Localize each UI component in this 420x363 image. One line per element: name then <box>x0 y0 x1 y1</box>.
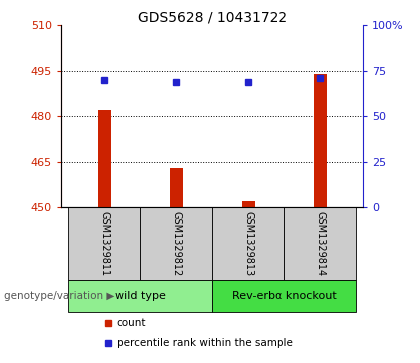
Text: count: count <box>117 318 146 329</box>
Text: GSM1329814: GSM1329814 <box>315 211 325 276</box>
Bar <box>97 110 110 207</box>
Text: genotype/variation ▶: genotype/variation ▶ <box>4 291 115 301</box>
Text: GSM1329812: GSM1329812 <box>171 211 181 276</box>
Bar <box>170 168 183 207</box>
Bar <box>241 201 255 207</box>
Text: percentile rank within the sample: percentile rank within the sample <box>117 338 293 348</box>
Text: wild type: wild type <box>115 291 165 301</box>
Bar <box>212 280 356 312</box>
Text: Rev-erbα knockout: Rev-erbα knockout <box>232 291 336 301</box>
Bar <box>212 207 284 280</box>
Text: GSM1329811: GSM1329811 <box>99 211 109 276</box>
Bar <box>68 207 140 280</box>
Text: GSM1329813: GSM1329813 <box>243 211 253 276</box>
Bar <box>68 280 212 312</box>
Bar <box>314 74 327 207</box>
Bar <box>140 207 212 280</box>
Bar <box>284 207 356 280</box>
Title: GDS5628 / 10431722: GDS5628 / 10431722 <box>137 10 287 24</box>
